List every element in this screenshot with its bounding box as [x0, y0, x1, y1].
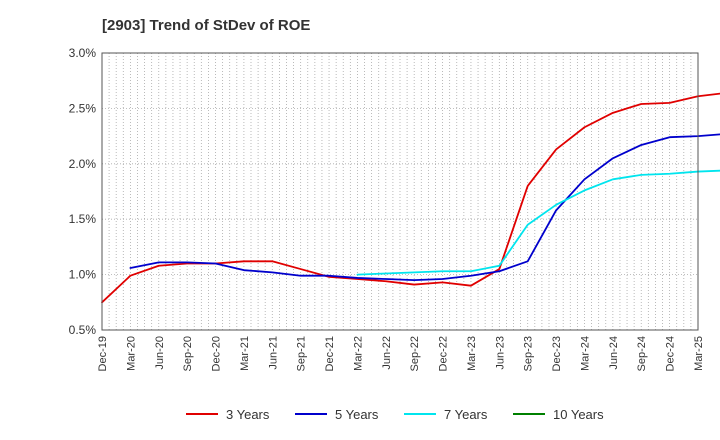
y-tick-label: 1.0%: [69, 268, 97, 282]
series-line-7-years: [356, 169, 720, 276]
x-tick-label: Mar-25: [693, 336, 705, 371]
x-tick-label: Dec-21: [324, 336, 336, 371]
x-tick-label: Dec-19: [97, 336, 109, 371]
legend-label: 5 Years: [335, 407, 379, 422]
x-tick-label: Sep-23: [523, 336, 535, 371]
y-tick-label: 1.5%: [69, 212, 97, 226]
x-tick-label: Jun-22: [381, 336, 393, 370]
y-tick-label: 2.0%: [69, 157, 97, 171]
x-tick-label: Dec-24: [665, 336, 677, 371]
x-tick-label: Dec-23: [551, 336, 563, 371]
x-tick-label: Jun-21: [267, 336, 279, 370]
x-tick-label: Dec-22: [438, 336, 450, 371]
y-tick-label: 0.5%: [69, 323, 97, 337]
plot-frame: [101, 52, 699, 331]
x-tick-label: Mar-23: [466, 336, 478, 371]
x-tick-label: Dec-20: [211, 336, 223, 371]
x-tick-label: Sep-24: [636, 336, 648, 371]
legend-label: 3 Years: [226, 407, 270, 422]
x-tick-label: Mar-22: [352, 336, 364, 371]
grid: [102, 52, 698, 331]
x-tick-label: Mar-20: [125, 336, 137, 371]
y-axis-ticks: 0.5% 1.0% 1.5% 2.0% 2.5% 3.0%: [69, 46, 97, 337]
chart-title: [2903] Trend of StDev of ROE: [102, 17, 310, 34]
legend-label: 10 Years: [553, 407, 604, 422]
x-tick-label: Sep-21: [296, 336, 308, 371]
x-tick-label: Sep-22: [409, 336, 421, 371]
legend: 3 Years 5 Years 7 Years 10 Years: [186, 407, 604, 422]
x-tick-label: Jun-23: [494, 336, 506, 370]
x-tick-label: Mar-21: [239, 336, 251, 371]
legend-label: 7 Years: [444, 407, 488, 422]
y-tick-label: 3.0%: [69, 46, 97, 60]
x-tick-label: Jun-20: [154, 336, 166, 370]
x-axis-ticks: Dec-19 Mar-20 Jun-20 Sep-20 Dec-20 Mar-21 Jun-…: [97, 336, 705, 371]
x-tick-label: Mar-24: [579, 336, 591, 371]
y-tick-label: 2.5%: [69, 101, 97, 115]
series-line-5-years: [129, 133, 720, 282]
x-tick-label: Sep-20: [182, 336, 194, 371]
x-tick-label: Jun-24: [608, 336, 620, 370]
